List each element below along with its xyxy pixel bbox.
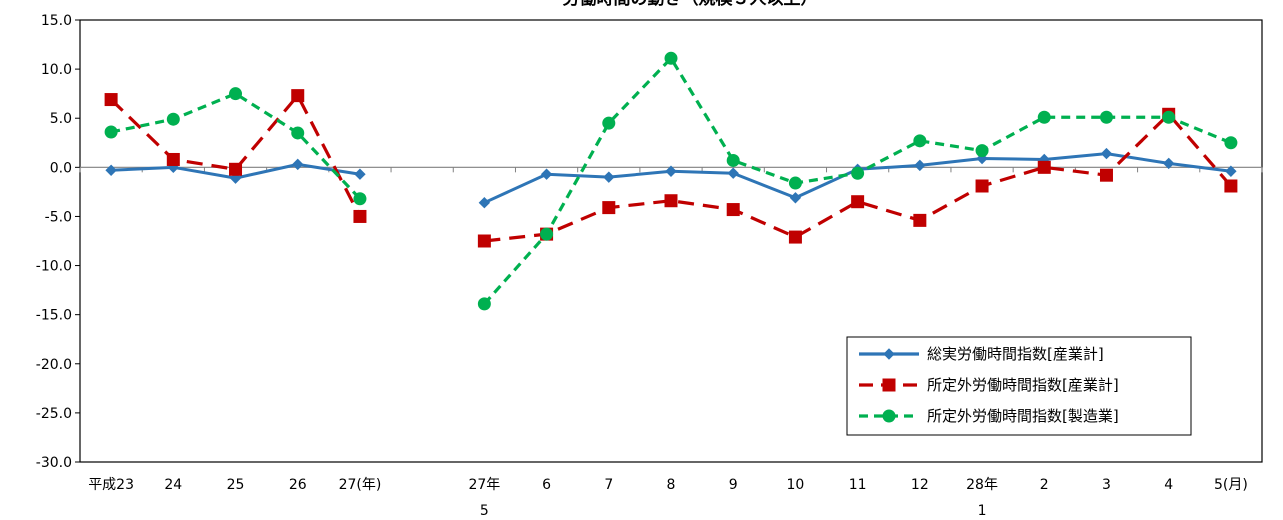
legend: 総実労働時間指数[産業計] 所定外労働時間指数[産業計] 所定外労働時間指数[製造業… [846,336,1192,436]
data-point [602,116,616,130]
y-tick-label: 5.0 [50,111,72,127]
x-tick-label: 平成23 [88,477,134,493]
x-tick-label: 4 [1164,477,1173,493]
legend-label: 所定外労働時間指数[産業計] [927,376,1119,394]
data-point [540,168,553,180]
data-point [1162,157,1175,170]
legend-label: 総実労働時間指数[産業計] [927,345,1104,363]
legend-marker [883,348,895,360]
legend-item: 所定外労働時間指数[製造業] [859,407,1119,425]
data-point [914,159,926,172]
data-point [104,93,118,107]
data-point [727,167,739,179]
data-point [788,176,802,190]
data-point [104,125,118,139]
data-point [788,230,802,244]
series-layer [104,51,1238,311]
data-point [1099,168,1113,182]
x-tick-label: 6 [542,477,551,493]
data-point [292,158,304,171]
data-point [851,166,865,180]
x-tick-label: 27(年) [339,477,382,493]
x-tick-label: 26 [289,477,307,493]
x-tick-label: 5(月) [1214,477,1248,493]
data-point [665,165,677,177]
data-point [664,51,678,65]
y-tick-label: -30.0 [36,455,72,471]
x-tick-label: 25 [227,477,245,493]
data-point [105,164,117,176]
data-point [291,126,305,140]
x-tick-label: 9 [729,477,738,493]
data-point [975,179,989,193]
data-point [540,227,554,241]
data-point [1100,147,1113,160]
x-tick-label: 24 [164,477,182,493]
legend-item: 総実労働時間指数[産業計] [859,345,1104,363]
series-3 [104,51,1238,311]
data-point [354,168,366,180]
legend-item: 所定外労働時間指数[産業計] [859,376,1119,394]
data-point [1099,110,1113,124]
y-tick-label: -5.0 [45,209,72,225]
x-tick-label: 28年 [966,477,998,493]
x-tick-label: 12 [911,477,929,493]
y-tick-label: 15.0 [41,13,72,29]
data-point [229,87,243,101]
legend-label: 所定外労働時間指数[製造業] [927,407,1119,425]
x-tick-label-line2: 1 [978,503,987,519]
x-tick-label: 27年 [468,477,500,493]
data-point [603,171,615,183]
data-point [664,194,678,208]
legend-marker [882,378,896,392]
series-line [109,94,362,218]
y-tick-label: -25.0 [36,406,72,422]
data-point [1037,160,1051,174]
data-point [789,192,802,204]
x-tick-label: 2 [1040,477,1049,493]
x-tick-label: 7 [604,477,613,493]
data-point [1224,136,1238,150]
data-point [913,134,927,148]
data-point [602,201,616,215]
data-point [726,203,740,217]
y-tick-label: -10.0 [36,259,72,275]
y-axis: 15.0 10.0 5.0 0.0 -5.0 -10.0 -15.0 -20.0 -25.0 -3… [36,13,80,471]
x-tick-label-line2: 5 [480,503,489,519]
data-point [477,297,491,311]
chart-title: 労働時間の動き（規模５人以上） [563,0,818,9]
data-point [229,162,243,176]
data-point [975,144,989,158]
data-point [851,195,865,209]
data-point [726,153,740,167]
data-point [353,192,367,206]
y-tick-label: -20.0 [36,357,72,373]
data-point [291,89,305,103]
data-point [1224,179,1238,193]
legend-marker [882,409,896,423]
data-point [166,152,180,166]
y-tick-label: 0.0 [50,160,72,176]
y-tick-label: 10.0 [41,62,72,78]
data-point [1037,110,1051,124]
data-point [1162,110,1176,124]
data-point [166,112,180,126]
x-tick-label: 10 [787,477,805,493]
x-tick-label: 11 [849,477,867,493]
x-tick-label: 8 [667,477,676,493]
y-tick-label: -15.0 [36,308,72,324]
data-point [478,196,491,209]
data-point [1225,165,1237,177]
data-point [477,234,491,248]
data-point [353,209,367,223]
data-point [913,213,927,227]
x-tick-label: 3 [1102,477,1111,493]
